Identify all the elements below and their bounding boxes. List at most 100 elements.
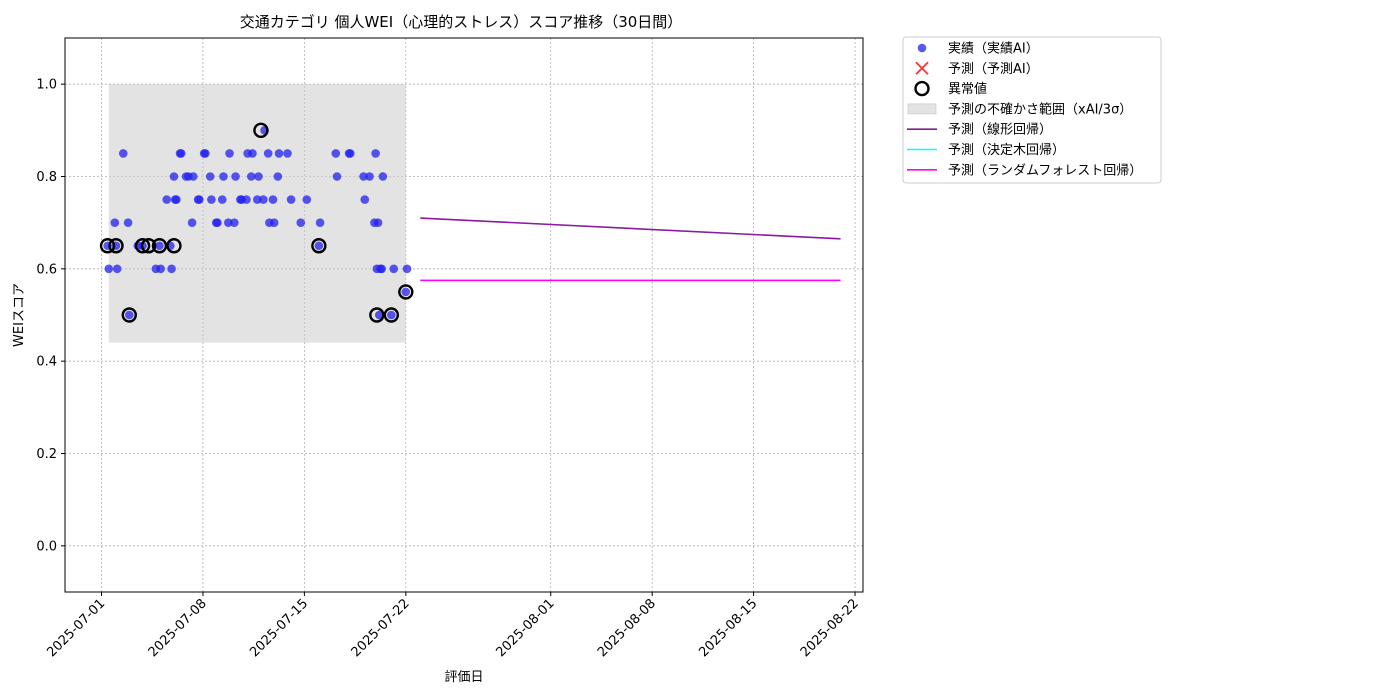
data-point	[269, 218, 279, 227]
data-point	[252, 195, 262, 204]
uncertainty-band-rect	[108, 84, 406, 343]
data-point	[401, 287, 411, 297]
data-point	[332, 172, 342, 181]
data-point	[371, 149, 380, 158]
data-point	[207, 195, 216, 204]
data-point	[345, 149, 355, 158]
outlier-marker	[99, 238, 116, 254]
data-point	[224, 218, 233, 227]
y-tick-label: 0.2	[36, 447, 57, 462]
x-tick-label: 2025-07-22	[349, 596, 413, 660]
x-tick-label: 2025-07-08	[146, 596, 210, 660]
data-point	[274, 149, 284, 158]
outlier-marker	[369, 307, 385, 323]
y-axis: 0.0 0.2 0.4 0.6 0.8 1.0	[36, 78, 65, 554]
x-tick-label: 2025-07-01	[44, 596, 108, 660]
data-point	[374, 310, 384, 320]
data-point	[259, 195, 268, 204]
data-point	[360, 195, 370, 204]
x-tick-label: 2025-08-22	[798, 596, 862, 660]
data-point	[176, 149, 186, 158]
outlier-marker	[166, 238, 182, 254]
x-tick-label: 2025-08-08	[595, 596, 659, 660]
data-point	[331, 149, 341, 158]
data-point	[389, 264, 399, 274]
x-tick-label: 2025-08-01	[494, 596, 558, 660]
plot-frame	[64, 37, 864, 593]
legend-label: 実績（実績AI）	[948, 41, 1039, 57]
data-point	[242, 195, 251, 204]
data-point	[231, 172, 240, 181]
data-point	[377, 264, 386, 274]
data-point	[402, 264, 412, 274]
data-point	[112, 264, 122, 274]
data-point	[167, 264, 176, 274]
data-point	[118, 149, 128, 158]
data-point	[225, 149, 234, 158]
outlier-marker	[108, 238, 124, 254]
data-point	[359, 172, 368, 181]
data-point	[315, 218, 325, 227]
legend-box	[902, 36, 1162, 184]
data-point	[365, 172, 374, 181]
data-point	[156, 264, 165, 274]
data-point	[205, 172, 215, 181]
outlier-marker	[134, 238, 151, 254]
actual-points	[103, 126, 412, 320]
outlier-marker	[151, 238, 168, 254]
x-axis-title: 評価日	[444, 670, 483, 685]
data-point	[286, 195, 296, 204]
outlier-marker	[311, 238, 327, 254]
legend-label: 予測（ランダムフォレスト回帰）	[948, 162, 1142, 178]
data-point	[110, 218, 120, 227]
data-point	[263, 149, 273, 158]
data-point	[217, 195, 227, 204]
data-point	[283, 149, 292, 158]
data-point	[219, 172, 228, 181]
data-point	[248, 149, 257, 158]
data-point	[302, 195, 312, 204]
data-point	[314, 241, 324, 251]
data-point	[296, 218, 306, 227]
data-point	[187, 218, 197, 227]
data-point	[195, 195, 204, 204]
y-tick-label: 1.0	[36, 78, 57, 93]
outlier-marker	[383, 307, 400, 323]
legend-label: 予測（線形回帰）	[948, 122, 1052, 138]
y-tick-label: 0.6	[36, 262, 57, 277]
data-point	[373, 218, 383, 227]
data-point	[273, 172, 283, 181]
legend-label: 予測（予測AI）	[948, 62, 1039, 77]
linear-regression-line	[420, 217, 841, 240]
y-tick-label: 0.0	[36, 539, 57, 554]
data-point	[172, 195, 181, 204]
x-axis: 2025-07-01 2025-07-08 2025-07-15 2025-07-22…	[44, 592, 862, 660]
outlier-marker	[140, 238, 157, 254]
x-tick-label: 2025-08-15	[696, 596, 760, 660]
outlier-markers	[99, 122, 414, 323]
data-point	[155, 241, 164, 251]
data-point	[268, 195, 278, 204]
legend-label: 異常値	[948, 81, 987, 97]
data-point	[230, 218, 239, 227]
x-tick-label: 2025-07-15	[247, 596, 311, 660]
data-point	[378, 172, 388, 181]
data-point	[123, 218, 133, 227]
y-tick-label: 0.4	[36, 355, 57, 370]
legend-handle-uncertainty	[907, 103, 937, 115]
data-point	[213, 218, 222, 227]
data-point	[188, 172, 198, 181]
y-axis-title: WEIスコア	[12, 283, 27, 347]
data-point	[104, 264, 114, 274]
legend-handle-actual	[917, 43, 927, 53]
uncertainty-band	[108, 84, 406, 343]
outlier-marker	[253, 122, 269, 139]
legend-handle-predicted	[915, 61, 929, 75]
data-point	[201, 149, 210, 158]
data-point	[246, 172, 256, 181]
prediction-lines	[420, 217, 841, 282]
y-tick-label: 0.8	[36, 170, 57, 185]
data-point	[387, 310, 396, 320]
